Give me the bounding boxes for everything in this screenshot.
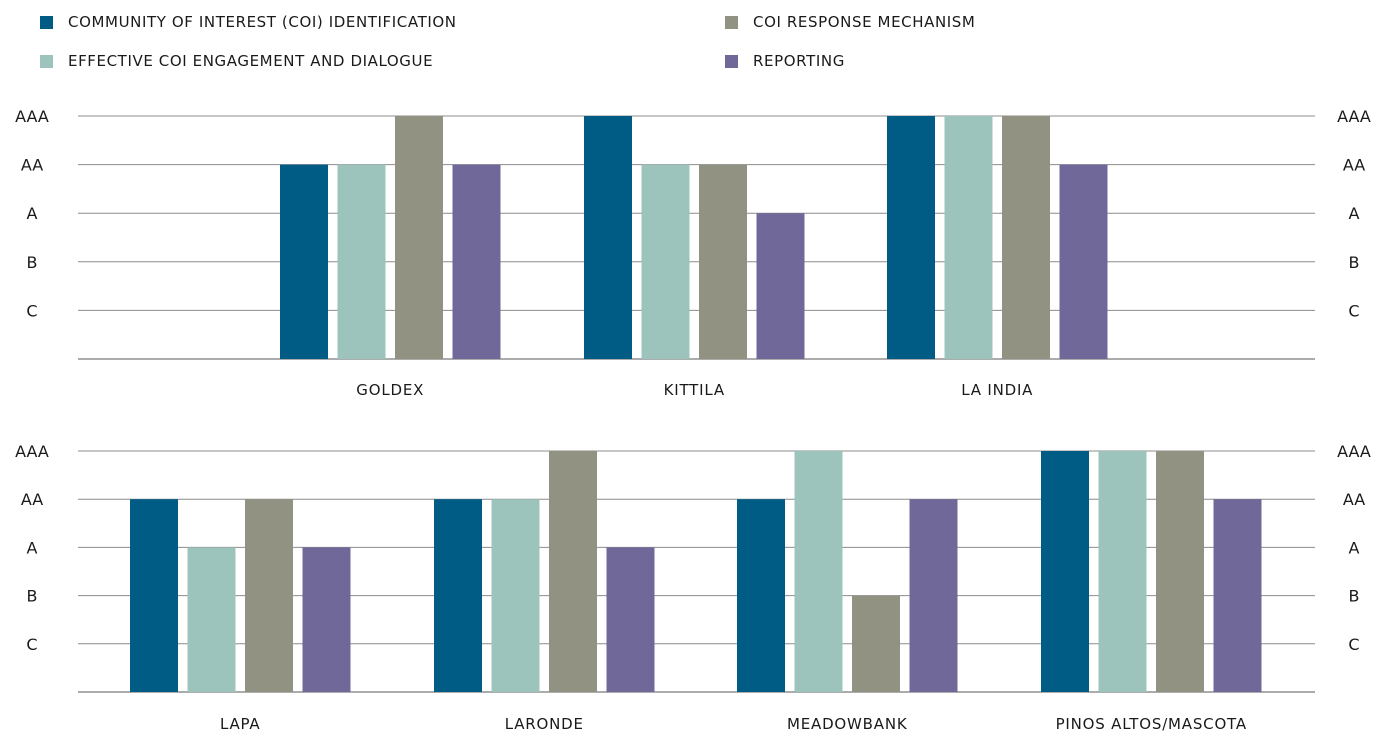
bar <box>187 547 236 692</box>
bar <box>549 451 597 692</box>
bar <box>1002 116 1050 359</box>
legend-item-coi-response: COI RESPONSE MECHANISM <box>725 12 975 32</box>
y-tick-label-left: AA <box>21 156 43 175</box>
y-tick-label-right: C <box>1348 635 1359 654</box>
bar <box>1156 451 1204 692</box>
bar <box>434 499 482 692</box>
x-category-label: LARONDE <box>505 715 584 732</box>
legend-label: REPORTING <box>753 52 845 70</box>
x-category-label: PINOS ALTOS/MASCOTA <box>1056 715 1247 732</box>
y-tick-label-left: C <box>26 301 37 320</box>
bar <box>756 213 805 359</box>
bar <box>909 499 958 692</box>
x-category-label: MEADOWBANK <box>787 715 908 732</box>
x-category-label: KITTILA <box>664 381 725 399</box>
legend-item-coi-engagement: EFFECTIVE COI ENGAGEMENT AND DIALOGUE <box>40 51 433 71</box>
y-tick-label-left: AA <box>21 490 43 509</box>
legend-swatch <box>725 15 738 29</box>
y-tick-label-right: B <box>1349 587 1360 606</box>
x-category-label: LAPA <box>220 715 261 732</box>
y-tick-label-left: AAA <box>15 107 49 126</box>
bar <box>1059 164 1108 359</box>
bar <box>1041 451 1089 692</box>
bar <box>1213 499 1262 692</box>
legend-swatch <box>40 15 53 29</box>
y-tick-label-right: C <box>1348 301 1359 320</box>
bar <box>245 499 293 692</box>
legend-item-coi-identification: COMMUNITY OF INTEREST (COI) IDENTIFICATI… <box>40 12 457 32</box>
bar <box>641 164 690 359</box>
bar <box>280 164 328 359</box>
bar <box>887 116 935 359</box>
legend-item-reporting: REPORTING <box>725 51 845 71</box>
bar <box>584 116 632 359</box>
y-tick-label-right: AA <box>1343 156 1365 175</box>
y-tick-label-right: B <box>1349 253 1360 272</box>
bar <box>606 547 655 692</box>
bar <box>944 116 993 359</box>
bar <box>1098 451 1147 692</box>
y-tick-label-left: A <box>27 538 38 557</box>
y-tick-label-left: AAA <box>15 442 49 461</box>
y-tick-label-right: A <box>1349 204 1360 223</box>
bar <box>737 499 785 692</box>
x-category-label: LA INDIA <box>961 381 1033 399</box>
legend-label: EFFECTIVE COI ENGAGEMENT AND DIALOGUE <box>68 52 434 70</box>
bar <box>302 547 351 692</box>
legend-swatch <box>725 54 738 68</box>
x-category-label: GOLDEX <box>356 381 424 399</box>
y-tick-label-right: A <box>1349 538 1360 557</box>
y-tick-label-left: A <box>27 204 38 223</box>
y-tick-label-left: B <box>27 587 38 606</box>
legend-label: COMMUNITY OF INTEREST (COI) IDENTIFICATI… <box>68 13 457 31</box>
bar <box>130 499 178 692</box>
bar <box>337 164 386 359</box>
legend-swatch <box>40 54 53 68</box>
y-tick-label-right: AAA <box>1337 442 1371 461</box>
bar <box>852 595 900 692</box>
bar <box>491 499 540 692</box>
legend-label: COI RESPONSE MECHANISM <box>753 13 976 31</box>
bar <box>794 451 843 692</box>
bar <box>395 116 443 359</box>
legend: COMMUNITY OF INTEREST (COI) IDENTIFICATI… <box>0 0 1377 90</box>
y-tick-label-left: B <box>27 253 38 272</box>
y-tick-label-right: AA <box>1343 490 1365 509</box>
y-tick-label-left: C <box>26 635 37 654</box>
bar <box>452 164 501 359</box>
bar <box>699 164 747 359</box>
y-tick-label-right: AAA <box>1337 107 1371 126</box>
